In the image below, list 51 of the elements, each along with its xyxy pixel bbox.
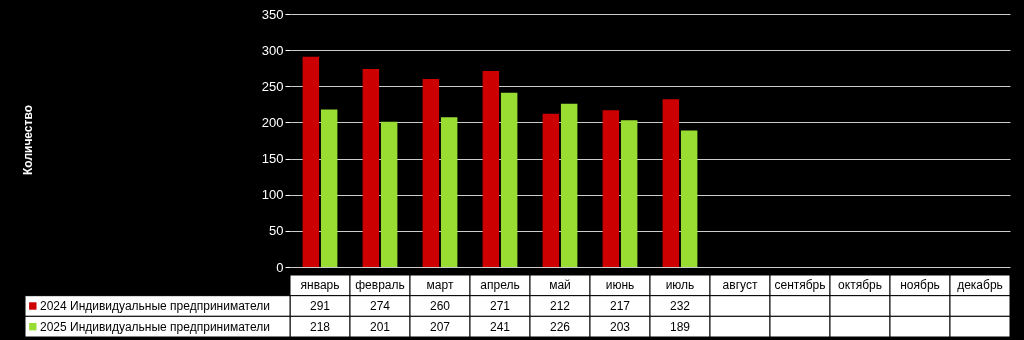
bar bbox=[662, 99, 680, 267]
x-tick-label: июнь bbox=[605, 278, 635, 293]
x-tick-label: сентябрь bbox=[774, 278, 826, 293]
bar bbox=[380, 121, 398, 267]
data-label: 241 bbox=[489, 319, 511, 334]
y-tick-label: 350 bbox=[261, 6, 284, 22]
bar bbox=[482, 71, 500, 267]
data-label: 271 bbox=[489, 299, 511, 313]
bar bbox=[602, 110, 620, 267]
data-label: 218 bbox=[309, 319, 331, 334]
bar bbox=[440, 117, 458, 267]
x-tick-label: апрель bbox=[480, 278, 520, 293]
x-tick-label: июль bbox=[665, 278, 695, 293]
data-label: 201 bbox=[369, 319, 391, 334]
y-tick-label: 0 bbox=[276, 259, 284, 275]
text: Количество bbox=[21, 105, 35, 175]
data-label: 274 bbox=[369, 299, 391, 313]
data-label: 291 bbox=[309, 299, 331, 313]
bar bbox=[500, 92, 518, 267]
y-tick-label: 100 bbox=[261, 187, 284, 203]
bar bbox=[320, 109, 338, 267]
x-tick-label: март bbox=[426, 278, 454, 293]
bar bbox=[362, 68, 380, 267]
bar bbox=[542, 113, 560, 267]
x-tick-label: февраль bbox=[355, 278, 405, 293]
bar bbox=[680, 130, 698, 267]
x-tick-label: май bbox=[549, 278, 571, 293]
y-tick-label: 200 bbox=[261, 114, 284, 130]
data-label: 226 bbox=[549, 319, 571, 334]
legend-label: 2024 Индивидуальные предприниматели bbox=[40, 299, 270, 313]
x-tick-label: январь bbox=[300, 278, 340, 293]
x-tick-label: август bbox=[722, 278, 758, 293]
data-label: 207 bbox=[429, 319, 451, 334]
x-tick-label: декабрь bbox=[957, 278, 1003, 293]
data-label: 212 bbox=[549, 299, 571, 313]
legend-label: 2025 Индивидуальные предприниматели bbox=[40, 319, 270, 334]
y-tick-label: 300 bbox=[261, 42, 284, 58]
x-tick-label: октябрь bbox=[838, 278, 882, 293]
data-label: 260 bbox=[429, 299, 451, 313]
data-label: 203 bbox=[609, 319, 631, 334]
bar bbox=[620, 120, 638, 267]
bar bbox=[560, 103, 578, 267]
bar bbox=[302, 56, 320, 267]
y-tick-label: 250 bbox=[261, 78, 284, 94]
data-label: 217 bbox=[609, 299, 631, 313]
x-tick-label: ноябрь bbox=[900, 278, 940, 293]
bar bbox=[422, 79, 440, 267]
data-label: 189 bbox=[669, 319, 691, 334]
y-tick-label: 50 bbox=[269, 223, 284, 239]
y-tick-label: 150 bbox=[261, 151, 284, 167]
data-label: 232 bbox=[669, 299, 691, 313]
